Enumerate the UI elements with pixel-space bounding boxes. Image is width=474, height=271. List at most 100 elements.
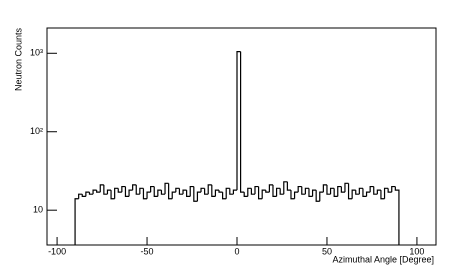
histogram-bin	[275, 187, 281, 197]
histogram-bin	[355, 190, 360, 195]
histogram-bin	[225, 187, 230, 199]
histogram-bin	[358, 187, 363, 195]
x-tick-label: -100	[48, 246, 66, 256]
histogram-bin	[333, 188, 338, 197]
histogram-bin	[135, 184, 140, 195]
histogram-bin	[254, 185, 259, 195]
histogram-bin	[272, 184, 277, 197]
histogram-bin	[157, 189, 162, 197]
histogram-bin	[351, 189, 356, 199]
plot-frame	[46, 27, 437, 246]
histogram-bin	[293, 191, 299, 199]
histogram-bin	[222, 192, 227, 200]
x-tick-label: 50	[322, 246, 332, 256]
histogram-bin	[189, 185, 194, 197]
histogram-bin	[265, 190, 270, 193]
histogram-bin	[315, 190, 320, 202]
histogram-bin	[340, 186, 345, 193]
histogram-bin	[376, 189, 381, 195]
histogram-bin	[142, 188, 148, 200]
histogram-bin	[114, 187, 119, 199]
histogram-bin	[92, 189, 97, 195]
histogram-bin	[308, 188, 313, 197]
histogram-bin	[128, 189, 133, 197]
x-axis-label: Azimuthal Angle [Degree]	[332, 254, 434, 264]
histogram-bin	[236, 51, 241, 191]
y-tick-label: 10³	[30, 48, 43, 58]
histogram-bin	[164, 182, 169, 195]
histogram-bin	[150, 185, 155, 193]
histogram-bin	[391, 185, 396, 193]
histogram-bin	[96, 190, 101, 193]
histogram-bin	[103, 184, 108, 195]
histogram-bin	[146, 191, 151, 199]
histogram-bin	[301, 186, 306, 195]
histogram-bin	[304, 187, 309, 195]
histogram-bin	[110, 190, 115, 200]
histogram-bin	[337, 185, 342, 197]
histogram-bin	[207, 184, 212, 195]
histogram-bin	[394, 186, 400, 245]
histogram-bin	[117, 188, 122, 193]
histogram-bin	[85, 191, 90, 197]
histogram-bin	[193, 186, 198, 202]
x-tick-label: 0	[234, 246, 239, 256]
y-tick-label: 10	[33, 205, 43, 215]
histogram-bin	[196, 191, 202, 202]
histogram-bin	[178, 188, 184, 195]
histogram-bin	[365, 191, 371, 197]
histogram-bin	[362, 188, 367, 197]
histogram-bin	[261, 189, 266, 199]
histogram-bin	[78, 193, 83, 199]
histogram-bin	[139, 187, 144, 195]
histogram-bin	[121, 185, 126, 193]
histogram-bin	[257, 186, 263, 200]
histogram-bin	[311, 189, 317, 197]
histogram-bin	[186, 190, 191, 197]
histogram-bin	[373, 186, 378, 195]
histogram-bin	[268, 184, 273, 193]
histogram-bin	[106, 189, 112, 195]
histogram-bin	[153, 186, 158, 197]
histogram-bin	[290, 190, 295, 200]
histogram-bin	[124, 186, 130, 197]
histogram-bin	[383, 187, 389, 199]
histogram-bin	[99, 184, 104, 193]
histogram-bin	[232, 189, 238, 195]
histogram-bin	[326, 184, 331, 195]
histogram-bin	[387, 188, 392, 193]
histogram-bin	[297, 185, 302, 193]
histogram-bin	[347, 183, 353, 200]
histogram-bin	[74, 198, 79, 245]
histogram-bin	[214, 189, 220, 197]
histogram-bin	[175, 187, 180, 193]
histogram-bin	[168, 183, 173, 200]
histogram-bin	[88, 192, 94, 195]
histogram-bin	[344, 182, 349, 193]
histogram-bin	[329, 187, 335, 195]
y-tick-label: 10²	[30, 126, 43, 136]
histogram-bin	[369, 185, 374, 193]
histogram-bin	[283, 181, 288, 195]
histogram-bin	[279, 188, 284, 195]
histogram-bin	[182, 189, 187, 195]
y-axis-label: Neutron Counts	[13, 28, 23, 92]
histogram-bin	[211, 184, 216, 197]
histogram-bin	[250, 188, 255, 195]
histogram-bin	[200, 187, 205, 193]
histogram-bin	[132, 184, 137, 191]
histogram-bin	[81, 194, 86, 197]
x-tick-label: 100	[409, 246, 424, 256]
histogram-bin	[171, 191, 176, 199]
histogram-bin	[160, 190, 166, 195]
histogram-bin	[247, 187, 252, 197]
histogram-bin	[243, 192, 248, 197]
x-tick-label: -50	[141, 246, 154, 256]
histogram-bin	[218, 190, 223, 193]
histogram-bin	[204, 188, 209, 195]
histogram-bin	[240, 51, 245, 193]
histogram-bin	[286, 181, 291, 191]
histogram-bin	[229, 188, 234, 195]
histogram-bin	[322, 184, 327, 193]
